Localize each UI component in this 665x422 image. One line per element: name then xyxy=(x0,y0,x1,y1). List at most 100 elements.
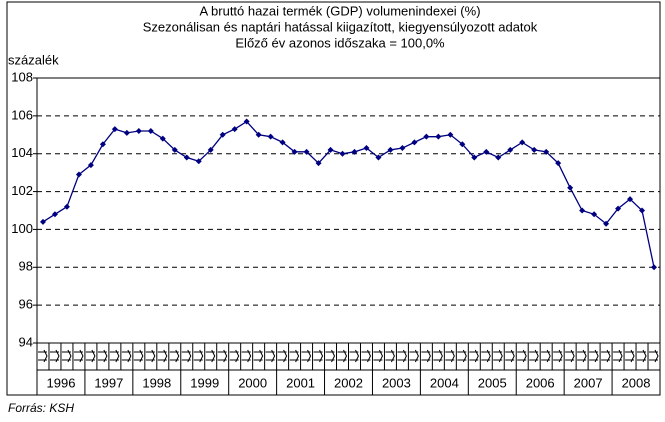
quarter-glyph xyxy=(541,349,551,363)
x-group-label: 2006 xyxy=(526,375,555,390)
quarter-glyph xyxy=(385,349,395,363)
point-marker xyxy=(231,126,238,133)
quarter-glyph xyxy=(109,349,120,363)
y-tick-label: 94 xyxy=(19,334,33,349)
point-marker xyxy=(111,126,118,133)
point-marker xyxy=(219,131,226,138)
quarter-glyph xyxy=(61,349,72,363)
quarter-glyph xyxy=(517,349,527,363)
quarter-glyph xyxy=(181,349,192,363)
point-marker xyxy=(267,133,274,140)
point-marker xyxy=(279,139,286,146)
point-marker xyxy=(555,160,562,167)
quarter-glyph xyxy=(457,349,467,363)
point-marker xyxy=(411,139,418,146)
quarter-glyph xyxy=(469,349,479,363)
point-marker xyxy=(171,146,178,153)
point-marker xyxy=(243,118,250,125)
point-marker xyxy=(471,154,478,161)
point-marker xyxy=(639,207,646,214)
point-marker xyxy=(459,141,466,148)
point-marker xyxy=(63,203,70,210)
point-marker xyxy=(363,145,370,152)
point-marker xyxy=(195,158,202,165)
quarter-glyph xyxy=(157,349,168,363)
quarter-glyph xyxy=(565,349,575,363)
point-marker xyxy=(159,135,166,142)
y-tick-label: 106 xyxy=(11,107,33,122)
quarter-glyph xyxy=(433,349,443,363)
point-marker xyxy=(591,211,598,218)
quarter-glyph xyxy=(265,349,276,363)
x-group-label: 2007 xyxy=(574,375,603,390)
quarter-glyph xyxy=(38,349,48,363)
point-marker xyxy=(567,184,574,191)
quarter-glyph xyxy=(625,349,635,363)
chart-title: A bruttó hazai termék (GDP) volumenindex… xyxy=(199,3,480,18)
point-marker xyxy=(423,133,430,140)
point-marker xyxy=(399,145,406,152)
quarter-glyph xyxy=(349,349,360,363)
point-marker xyxy=(579,207,586,214)
quarter-glyph xyxy=(481,349,491,363)
point-marker xyxy=(39,218,46,225)
point-marker xyxy=(207,146,214,153)
quarter-glyph xyxy=(289,349,300,363)
quarter-glyph xyxy=(241,349,252,363)
quarter-glyph xyxy=(445,349,455,363)
point-marker xyxy=(543,148,550,155)
y-axis-label: százalék xyxy=(8,52,59,67)
y-tick-label: 104 xyxy=(11,145,33,160)
point-marker xyxy=(183,154,190,161)
point-marker xyxy=(387,146,394,153)
x-group-label: 1999 xyxy=(190,375,219,390)
point-marker xyxy=(327,146,334,153)
point-marker xyxy=(627,196,634,203)
point-marker xyxy=(435,133,442,140)
quarter-glyph xyxy=(133,349,144,363)
quarter-glyph xyxy=(217,349,228,363)
quarter-glyph xyxy=(121,349,132,363)
quarter-glyph xyxy=(529,349,539,363)
point-marker xyxy=(123,129,130,136)
plot-area xyxy=(36,77,661,344)
x-group-label: 2000 xyxy=(238,375,267,390)
point-marker xyxy=(507,146,514,153)
quarter-glyph xyxy=(589,349,599,363)
quarter-glyph xyxy=(601,349,611,363)
point-marker xyxy=(519,139,526,146)
quarter-glyph xyxy=(193,349,204,363)
quarter-glyph xyxy=(73,349,84,363)
x-group-label: 2001 xyxy=(286,375,315,390)
quarter-glyph xyxy=(637,349,647,363)
quarter-glyph xyxy=(49,349,60,363)
x-group-label: 2002 xyxy=(334,375,363,390)
quarter-glyph xyxy=(313,349,324,363)
quarter-glyph xyxy=(253,349,264,363)
x-group-label: 2003 xyxy=(382,375,411,390)
quarter-glyph xyxy=(169,349,180,363)
quarter-glyph xyxy=(505,349,515,363)
point-marker xyxy=(51,211,58,218)
y-tick-label: 108 xyxy=(11,69,33,84)
point-marker xyxy=(87,162,94,169)
frame xyxy=(6,1,661,396)
y-tick-label: 98 xyxy=(19,259,33,274)
quarter-glyph xyxy=(301,349,312,363)
point-marker xyxy=(255,131,262,138)
point-marker xyxy=(315,160,322,167)
y-tick-label: 100 xyxy=(11,221,33,236)
quarter-glyph xyxy=(613,349,623,363)
point-marker xyxy=(303,148,310,155)
quarter-glyph xyxy=(325,349,336,363)
point-marker xyxy=(603,220,610,227)
point-marker xyxy=(531,146,538,153)
point-marker xyxy=(615,205,622,212)
quarter-glyph xyxy=(373,349,384,363)
quarter-glyph xyxy=(97,349,108,363)
point-marker xyxy=(447,131,454,138)
quarter-glyph xyxy=(205,349,216,363)
x-group-label: 1996 xyxy=(47,375,76,390)
quarter-glyph xyxy=(361,349,372,363)
